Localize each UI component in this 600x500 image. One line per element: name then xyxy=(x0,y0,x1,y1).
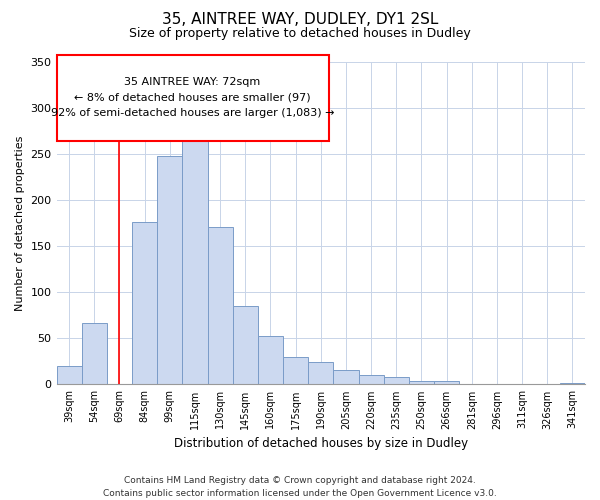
Bar xyxy=(409,380,434,384)
Bar xyxy=(434,380,459,384)
Text: Size of property relative to detached houses in Dudley: Size of property relative to detached ho… xyxy=(129,28,471,40)
Bar xyxy=(132,222,157,384)
Bar xyxy=(283,357,308,384)
Y-axis label: Number of detached properties: Number of detached properties xyxy=(15,136,25,310)
Bar xyxy=(82,322,107,384)
Bar xyxy=(208,226,233,384)
Text: 35 AINTREE WAY: 72sqm
← 8% of detached houses are smaller (97)
92% of semi-detac: 35 AINTREE WAY: 72sqm ← 8% of detached h… xyxy=(51,77,334,118)
Bar xyxy=(560,382,585,384)
Bar xyxy=(157,156,182,384)
Bar xyxy=(258,336,283,384)
X-axis label: Distribution of detached houses by size in Dudley: Distribution of detached houses by size … xyxy=(174,437,468,450)
Bar xyxy=(233,306,258,384)
Bar xyxy=(359,375,383,384)
Bar xyxy=(383,377,409,384)
Bar xyxy=(334,370,359,384)
Text: Contains HM Land Registry data © Crown copyright and database right 2024.
Contai: Contains HM Land Registry data © Crown c… xyxy=(103,476,497,498)
Bar xyxy=(182,124,208,384)
Bar xyxy=(308,362,334,384)
Bar xyxy=(56,366,82,384)
Text: 35, AINTREE WAY, DUDLEY, DY1 2SL: 35, AINTREE WAY, DUDLEY, DY1 2SL xyxy=(162,12,438,28)
